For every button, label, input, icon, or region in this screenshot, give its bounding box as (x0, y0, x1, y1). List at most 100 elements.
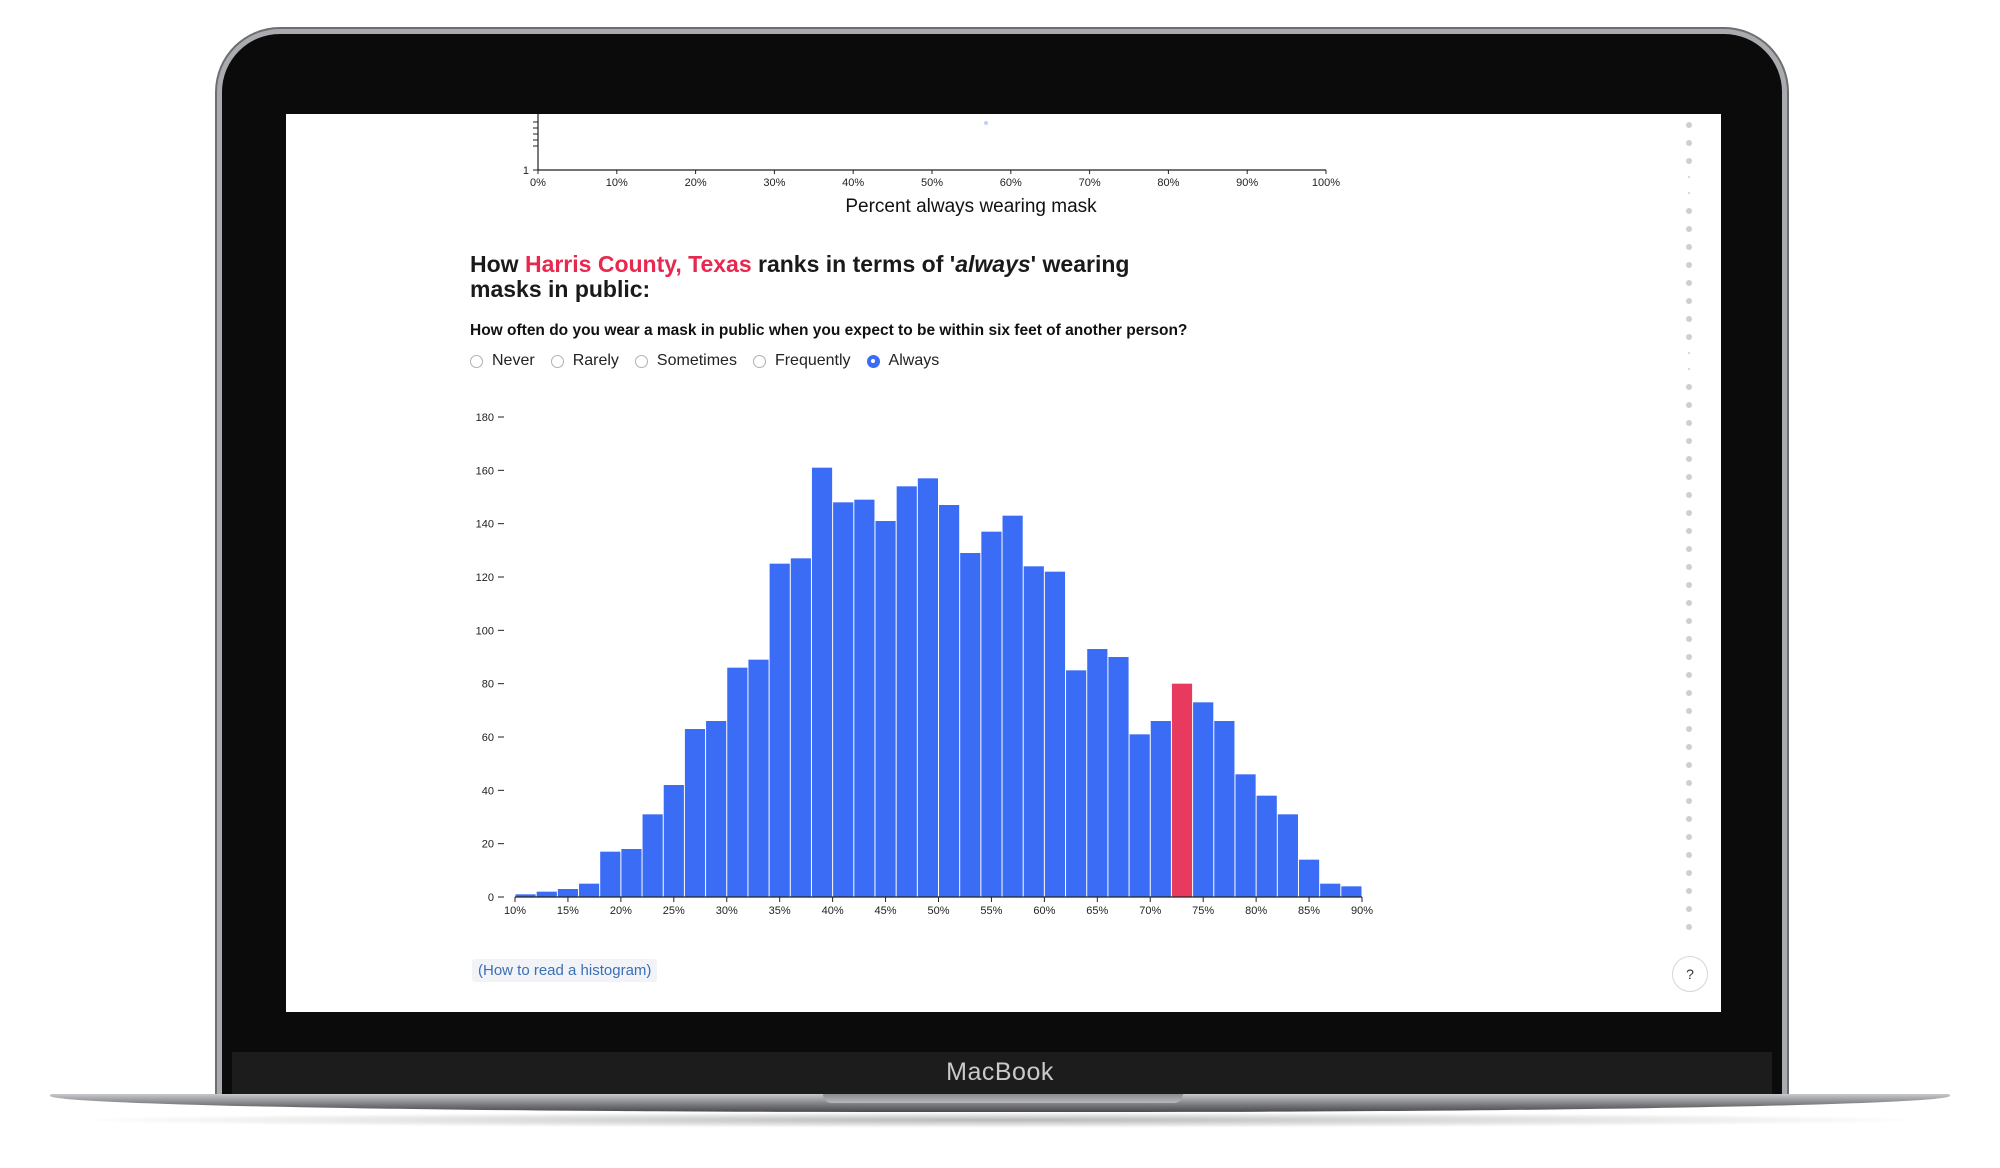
scroll-dot[interactable] (1686, 744, 1692, 750)
scroll-dot[interactable] (1686, 852, 1692, 858)
scroll-dot[interactable] (1686, 208, 1692, 214)
scroll-dot[interactable] (1686, 636, 1692, 642)
top-x-tick-label: 80% (1157, 177, 1179, 189)
histogram-bar (1256, 795, 1277, 897)
scroll-dot[interactable] (1686, 924, 1692, 930)
scroll-dot[interactable] (1686, 564, 1692, 570)
scroll-dot[interactable] (1686, 280, 1692, 286)
scroll-dot[interactable] (1686, 226, 1692, 232)
scroll-dot[interactable] (1688, 176, 1690, 178)
scroll-dot[interactable] (1686, 420, 1692, 426)
scroll-dot[interactable] (1686, 672, 1692, 678)
title-suffix: ' wearing masks in public: (470, 251, 1130, 302)
scroll-dot[interactable] (1686, 528, 1692, 534)
histogram-bar (1320, 883, 1341, 897)
histogram-bar (1150, 721, 1171, 897)
radio-sometimes-circle[interactable] (634, 354, 648, 368)
scroll-dot[interactable] (1686, 708, 1692, 714)
x-tick-label: 55% (980, 905, 1002, 917)
scroll-dot[interactable] (1686, 816, 1692, 822)
histogram-bar (896, 486, 917, 897)
radio-rarely-circle[interactable] (550, 354, 564, 368)
scroll-dot[interactable] (1686, 438, 1692, 444)
screen: 1 0% 10% 20% 30% 40% 50% 60% 70% 80% 90% 100% Perc… (286, 114, 1721, 1012)
histogram-bar (515, 894, 536, 897)
histogram-bar (1214, 721, 1235, 897)
scroll-dot[interactable] (1688, 192, 1690, 194)
scroll-dot[interactable] (1686, 780, 1692, 786)
top-x-tick-label: 60% (1000, 177, 1022, 189)
scroll-dot[interactable] (1686, 618, 1692, 624)
scroll-dot[interactable] (1686, 122, 1692, 128)
scroll-dot[interactable] (1686, 726, 1692, 732)
histogram-bar (1108, 657, 1129, 897)
top-x-tick-label: 30% (763, 177, 785, 189)
x-tick-label: 60% (1033, 905, 1055, 917)
scroll-dot[interactable] (1688, 368, 1690, 370)
scroll-dot[interactable] (1686, 456, 1692, 462)
radio-sometimes-label: Sometimes (656, 352, 737, 369)
radio-sometimes[interactable]: Sometimes (634, 352, 737, 370)
radio-frequently-circle[interactable] (752, 354, 766, 368)
y-tick-label: 140 (476, 519, 494, 531)
histogram-bar (1066, 670, 1087, 897)
histogram-bar (769, 563, 790, 897)
laptop-base (50, 1094, 1950, 1112)
radio-frequently[interactable]: Frequently (752, 352, 851, 370)
scroll-dot[interactable] (1686, 600, 1692, 606)
scroll-dot[interactable] (1686, 834, 1692, 840)
scroll-dot[interactable] (1686, 582, 1692, 588)
scroll-dot[interactable] (1686, 474, 1692, 480)
scroll-dot[interactable] (1686, 798, 1692, 804)
scroll-dot[interactable] (1686, 158, 1692, 164)
scroll-dot[interactable] (1686, 546, 1692, 552)
scroll-dot[interactable] (1686, 384, 1692, 390)
top-x-tick-label: 50% (921, 177, 943, 189)
scroll-dot[interactable] (1686, 888, 1692, 894)
title-emphasis: always (955, 251, 1031, 277)
laptop-shadow (60, 1112, 1940, 1128)
scroll-dot[interactable] (1686, 654, 1692, 660)
brand-label: MacBook (946, 1058, 1054, 1086)
histogram-bar (1023, 566, 1044, 897)
histogram-bar (833, 502, 854, 897)
radio-never-circle[interactable] (470, 354, 483, 368)
top-chart-axis: 1 0% 10% 20% 30% 40% 50% 60% 70% 80% 90% 100% (523, 114, 1340, 189)
scroll-dot[interactable] (1686, 402, 1692, 408)
top-y-tick-label: 1 (523, 165, 529, 177)
x-tick-label: 50% (927, 905, 949, 917)
scroll-dot[interactable] (1686, 492, 1692, 498)
top-x-tick-label: 20% (685, 177, 707, 189)
radio-rarely[interactable]: Rarely (550, 352, 619, 370)
x-tick-label: 40% (822, 905, 844, 917)
scroll-dot[interactable] (1686, 140, 1692, 146)
radio-never[interactable]: Never (470, 352, 535, 370)
title-mid: ranks in terms of ' (751, 251, 956, 277)
scroll-dot[interactable] (1686, 870, 1692, 876)
histogram-bar (1002, 515, 1023, 897)
scroll-dot[interactable] (1686, 690, 1692, 696)
scroll-dot[interactable] (1686, 906, 1692, 912)
x-tick-label: 35% (769, 905, 791, 917)
histogram-bar (579, 883, 600, 897)
scroll-dot[interactable] (1688, 352, 1690, 354)
histogram-chart: 0 20 40 60 80 100 120 140 160 180 10% 15% 20% 25% 30%… (476, 412, 1374, 917)
scroll-dot[interactable] (1686, 316, 1692, 322)
scroll-dot[interactable] (1686, 298, 1692, 304)
x-tick-label: 25% (663, 905, 685, 917)
scroll-dot[interactable] (1686, 510, 1692, 516)
radio-always[interactable]: Always (866, 352, 939, 370)
scroll-dot[interactable] (1686, 762, 1692, 768)
y-tick-label: 100 (476, 625, 494, 637)
scroll-dot[interactable] (1686, 334, 1692, 340)
help-button[interactable]: ? (1672, 956, 1708, 992)
radio-always-circle[interactable] (866, 354, 880, 368)
scroll-dot[interactable] (1686, 262, 1692, 268)
how-to-read-histogram-link[interactable]: (How to read a histogram) (472, 959, 658, 982)
y-tick-label: 160 (476, 465, 494, 477)
histogram-bar (1129, 734, 1150, 897)
histogram-bar (748, 659, 769, 897)
scroll-dot[interactable] (1686, 244, 1692, 250)
histogram-bar (1044, 571, 1066, 897)
x-tick-label: 30% (716, 905, 738, 917)
